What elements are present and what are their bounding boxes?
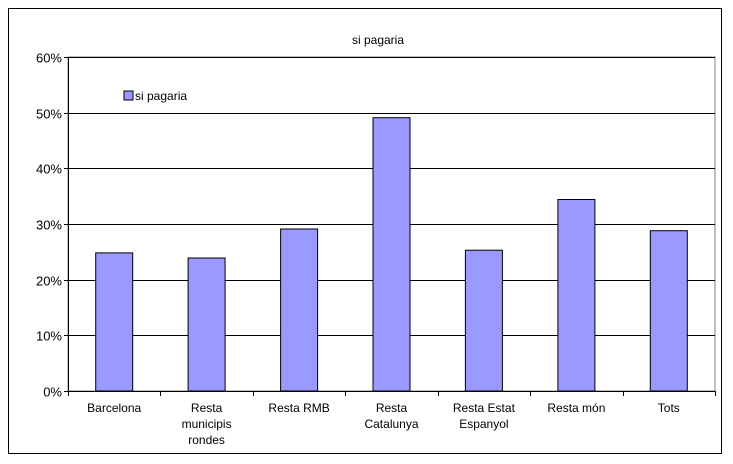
x-tick-label-line: Resta [376,401,408,415]
bar [557,199,596,392]
axes [64,57,716,396]
bar [187,257,226,392]
legend-swatch [123,90,134,101]
x-tick-label-line: Tots [658,401,680,415]
y-tick-labels: 0% 10% 20% 30% 40% 50% 60% [36,51,62,400]
bars [95,117,688,392]
y-tick-label: 10% [36,329,62,344]
x-tick-label-line: Catalunya [364,417,418,431]
legend-label: si pagaria [135,89,187,103]
y-tick-label: 20% [36,274,62,289]
x-tick-labels: Barcelona Resta municipis rondes Resta RMB Re… [87,401,680,447]
x-tick-label-line: municipis [182,417,232,431]
bar [649,230,688,392]
y-tick-label: 30% [36,218,62,233]
x-tick-label-line: Espanyol [459,417,508,431]
x-tick-label: Resta Catalunya [364,401,418,431]
x-tick-label-line: Resta RMB [268,401,329,415]
x-tick-label: Resta món [547,401,605,415]
chart-title: si pagaria [352,33,404,47]
bar [372,117,411,392]
bar [464,249,503,392]
bar [95,252,134,392]
x-tick-label-line: Resta [191,401,223,415]
y-tick-label: 40% [36,162,62,177]
x-tick-label: Resta Estat Espanyol [453,401,516,431]
legend: si pagaria [123,89,187,103]
x-tick-label: Tots [658,401,680,415]
x-tick-label-line: Resta món [547,401,605,415]
bar [280,228,319,392]
x-tick-label: Resta municipis rondes [182,401,232,447]
x-tick-label-line: Barcelona [87,401,141,415]
y-tick-label: 0% [43,385,62,400]
y-tick-label: 60% [36,51,62,66]
x-tick-label: Barcelona [87,401,141,415]
x-tick-label-line: Resta Estat [453,401,516,415]
y-tick-label: 50% [36,107,62,122]
x-tick-label-line: rondes [188,433,225,447]
x-tick-label: Resta RMB [268,401,329,415]
